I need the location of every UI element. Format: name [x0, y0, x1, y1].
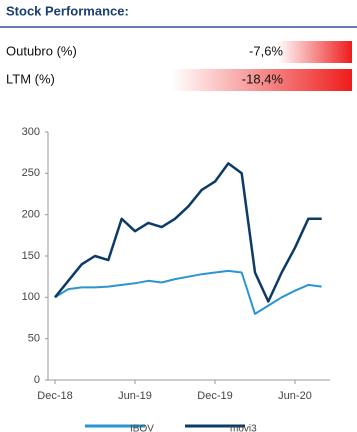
series-line — [54, 162, 322, 303]
legend-label: movi3 — [230, 424, 257, 432]
y-tick-label: 300 — [22, 126, 40, 138]
row-label: LTM (%) — [6, 71, 55, 86]
x-tick-label: Dec-19 — [197, 390, 232, 402]
row-value: -18,4% — [242, 71, 284, 86]
series-line — [54, 269, 322, 315]
section-title: Stock Performance: — [6, 3, 129, 18]
x-tick-label: Jun-20 — [278, 390, 312, 402]
y-tick-label: 100 — [22, 291, 40, 303]
y-tick-label: 0 — [34, 374, 40, 386]
x-tick-label: Jun-19 — [118, 390, 152, 402]
row-label: Outubro (%) — [6, 43, 77, 58]
performance-bar — [277, 41, 352, 63]
x-tick-label: Dec-18 — [37, 390, 72, 402]
legend-label: IBOV — [130, 424, 154, 432]
y-tick-label: 150 — [22, 250, 40, 262]
y-tick-label: 200 — [22, 209, 40, 221]
y-tick-label: 250 — [22, 167, 40, 179]
performance-bar — [171, 69, 352, 91]
row-value: -7,6% — [249, 43, 283, 58]
y-tick-label: 50 — [28, 333, 40, 345]
